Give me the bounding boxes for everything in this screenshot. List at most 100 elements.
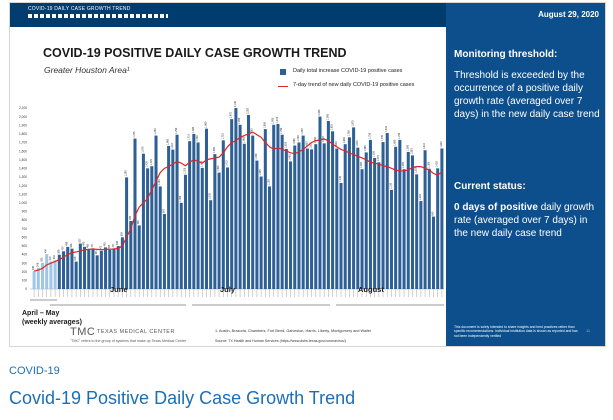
bar-daily-cases [423,150,427,289]
bar-data-label: 1,650 [394,139,397,146]
bar-daily-cases [221,140,225,289]
bar-data-label: 1,305 [259,169,262,176]
bar-daily-cases [32,271,36,289]
bar-data-label: 1,660 [167,138,170,145]
bar-data-label: 1,780 [301,128,304,135]
y-tick-label: 1,800 [19,132,27,136]
y-tick-label: 600 [22,235,28,239]
bar-daily-cases [41,262,45,289]
bar-data-label: 1,665 [293,138,296,145]
bar-data-label: 789 [129,215,132,220]
bar-data-label: 1,020 [419,193,422,200]
bar-daily-cases [360,169,364,289]
bar-daily-cases [381,142,385,289]
bar-daily-cases [406,151,410,289]
bar-daily-cases [415,174,419,289]
bar-daily-cases [394,146,398,289]
bar-daily-cases [87,248,91,289]
y-tick-label: 1,400 [19,167,27,171]
tmc-footnote: "TMC" refers to the group of systems tha… [70,339,187,343]
bar-daily-cases [389,189,393,289]
y-tick-label: 700 [22,227,28,231]
bar-daily-cases [217,172,221,289]
legend-entry-line: 7-day trend of new daily COVID-19 positi… [278,81,445,95]
bar-data-label: 442 [99,245,102,250]
bar-daily-cases [167,145,171,289]
source-footnote: Source: TX Health and Human Services (ht… [215,339,346,343]
bar-data-label: 318 [74,256,77,261]
status-text-block: 0 days of positive daily growth rate (av… [454,201,602,240]
bar-data-label: 498 [116,240,119,245]
status-heading: Current status: [454,181,526,192]
page-category-link[interactable]: COVID-19 [9,365,60,377]
bar-data-label: 471 [91,243,94,248]
bar-data-label: 1,700 [196,135,199,142]
bar-daily-cases [78,243,82,289]
bar-data-label: 1,620 [310,142,313,149]
bar-data-label: 1,680 [314,137,317,144]
y-tick-label: 300 [22,261,28,265]
bar-daily-cases [99,250,103,289]
bar-data-label: 333 [53,255,56,260]
y-tick-label: 1,300 [19,175,27,179]
bar-data-label: 840 [431,211,434,216]
bar-daily-cases [419,201,423,289]
bar-daily-cases [436,168,440,289]
bar-daily-cases [200,167,204,289]
bar-data-label: 1,395 [427,161,430,168]
bar-daily-cases [326,120,330,290]
bar-data-label: 600 [120,232,123,237]
bar-data-label: 1,550 [410,148,413,155]
bar-daily-cases [440,148,444,289]
bar-data-label: 2,000 [318,109,321,116]
legend-entry-bars: Daily total increase COVID-19 positive c… [280,67,445,81]
bar-data-label: 437 [62,246,65,251]
monitoring-text: Threshold is exceeded by the occurrence … [454,70,600,120]
bar-data-label: 490 [83,241,86,246]
bar-data-label: 1,800 [192,126,195,133]
bar-data-label: 1,905 [238,117,241,124]
bar-data-label: 391 [95,250,98,255]
bar-daily-cases [364,152,368,289]
y-tick-label: 500 [22,244,28,248]
bar-daily-cases [129,221,133,289]
bar-data-label: 1,520 [373,150,376,157]
bar-data-label: 305 [41,257,44,262]
month-label-august: August [358,285,384,294]
bar-daily-cases [91,248,95,289]
bar-daily-cases [53,260,57,289]
chart-plot: 0 100 200 300 400 500 600 700 800 900 1,000 1,100 1,… [19,100,444,306]
bar-data-label: 1,230 [339,175,342,182]
bar-daily-cases [154,135,158,289]
bar-data-label: 1,400 [436,161,439,168]
bar-data-label: 1,630 [440,141,443,148]
y-tick-label: 1,900 [19,123,27,127]
bar-daily-cases [385,133,389,289]
bar-daily-cases [108,249,112,289]
y-tick-label: 900 [22,210,28,214]
bar-data-label: 398 [57,249,60,254]
bar-daily-cases [204,128,208,289]
bar-daily-cases [272,124,276,289]
bar-daily-cases [179,202,183,289]
tmc-logo-text: TEXAS MEDICAL CENTER [97,329,175,335]
y-tick-label: 0 [25,287,27,291]
bar-data-label: 1,705 [381,134,384,141]
bar-daily-cases [322,143,326,289]
bar-daily-cases [276,123,280,289]
bar-data-label: 468 [70,243,73,248]
bar-daily-cases [137,225,141,289]
y-tick-label: 1,600 [19,149,27,153]
bar-data-label: 1,730 [368,132,371,139]
legend-bar-swatch [280,69,286,75]
bar-data-label: 1,617 [171,142,174,149]
weekly-label-range: April – May [22,310,60,317]
bar-daily-cases [255,160,259,289]
bar-daily-cases [289,161,293,289]
bar-daily-cases [74,261,78,289]
status-bold-text: 0 days of positive [454,202,538,213]
bar-daily-cases [280,134,284,289]
bar-data-label: 404 [45,249,48,254]
bar-daily-cases [305,148,309,289]
bar-data-label: 1,150 [389,182,392,189]
